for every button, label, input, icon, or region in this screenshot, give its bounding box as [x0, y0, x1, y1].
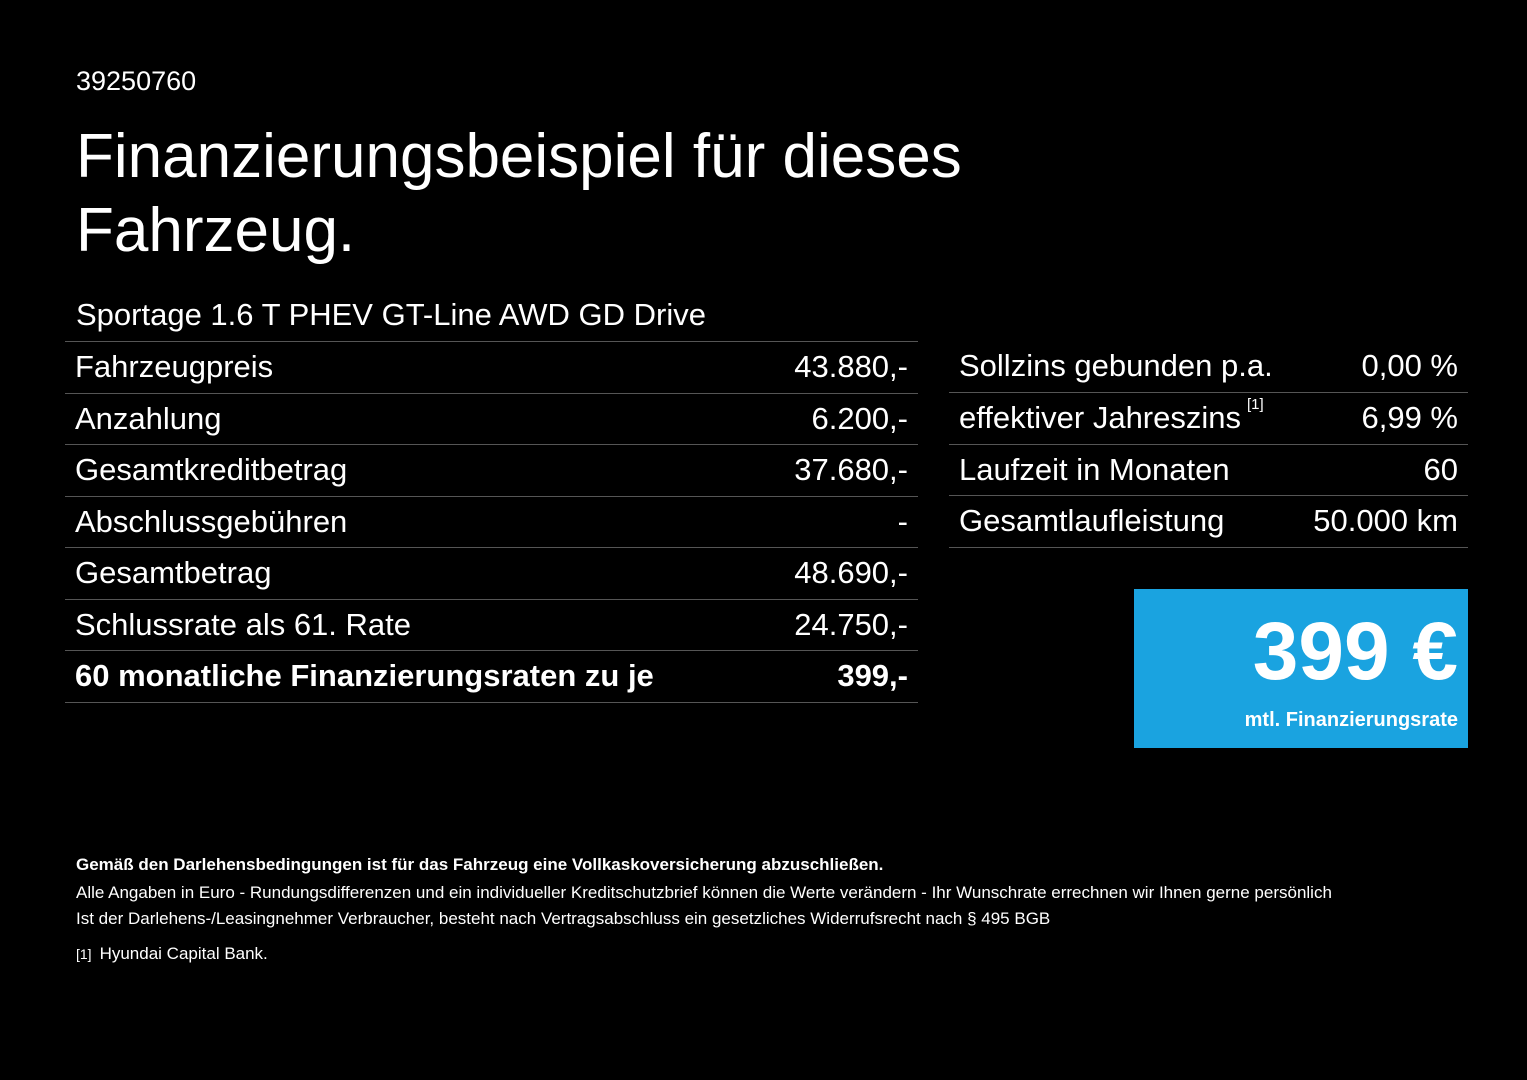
footnote: [1] Hyundai Capital Bank.	[76, 941, 1332, 967]
row-label: Fahrzeugpreis	[75, 349, 274, 385]
vehicle-model: Sportage 1.6 T PHEV GT-Line AWD GD Drive	[76, 297, 707, 332]
row-value: -	[897, 503, 908, 539]
row-label: Anzahlung	[75, 400, 222, 436]
row-label: effektiver Jahreszins	[959, 400, 1241, 436]
reference-number: 39250760	[76, 66, 197, 96]
row-value: 60	[1423, 451, 1458, 487]
row-label: Gesamtkreditbetrag	[75, 452, 348, 488]
table-row: Laufzeit in Monaten 60	[949, 443, 1468, 496]
page-title: Finanzierungsbeispiel für dieses Fahrzeu…	[76, 122, 962, 265]
row-label: Schlussrate als 61. Rate	[75, 606, 412, 642]
row-value: 6.200,-	[811, 400, 908, 436]
table-row: Anzahlung 6.200,-	[65, 392, 918, 445]
table-row: Fahrzeugpreis 43.880,-	[65, 341, 918, 393]
row-label: Laufzeit in Monaten	[959, 451, 1230, 487]
row-label: Gesamtbetrag	[75, 555, 272, 591]
table-row: Gesamtbetrag 48.690,-	[65, 547, 918, 599]
row-value: 50.000 km	[1313, 503, 1458, 539]
row-value: 399,-	[837, 658, 908, 694]
legal-footer: Gemäß den Darlehensbedingungen ist für d…	[76, 852, 1332, 967]
disclaimer-line: Alle Angaben in Euro - Rundungsdifferenz…	[76, 883, 1332, 902]
disclaimer-line: Ist der Darlehens-/Leasingnehmer Verbrau…	[76, 909, 1051, 928]
table-row: Abschlussgebühren -	[65, 495, 918, 548]
row-label: 60 monatliche Finanzierungsraten zu je	[75, 658, 654, 694]
row-value: 24.750,-	[794, 606, 908, 642]
table-row: effektiver Jahreszins [1] 6,99 %	[949, 392, 1468, 444]
row-label: Abschlussgebühren	[75, 503, 348, 539]
row-label: Gesamtlaufleistung	[959, 503, 1225, 539]
row-value: 6,99 %	[1361, 400, 1458, 436]
footnote-text: Hyundai Capital Bank.	[99, 944, 268, 963]
row-value: 48.690,-	[794, 555, 908, 591]
monthly-rate-badge: 399 € mtl. Finanzierungsrate	[1134, 589, 1468, 748]
row-value: 43.880,-	[794, 349, 908, 385]
insurance-note: Gemäß den Darlehensbedingungen ist für d…	[76, 855, 884, 874]
terms-table: Sollzins gebunden p.a. 0,00 % effektiver …	[949, 348, 1468, 548]
table-row: Sollzins gebunden p.a. 0,00 %	[949, 340, 1468, 392]
badge-caption: mtl. Finanzierungsrate	[1244, 709, 1458, 731]
financing-table: Fahrzeugpreis 43.880,- Anzahlung 6.200,- G…	[65, 341, 918, 703]
table-row: Schlussrate als 61. Rate 24.750,-	[65, 598, 918, 651]
row-label: Sollzins gebunden p.a.	[959, 348, 1273, 383]
footnote-marker: [1]	[76, 946, 92, 962]
row-value: 37.680,-	[794, 452, 908, 488]
table-row-monthly-rate: 60 monatliche Finanzierungsraten zu je 39…	[65, 650, 918, 703]
row-value: 0,00 %	[1361, 348, 1458, 383]
table-row: Gesamtlaufleistung 50.000 km	[949, 495, 1468, 548]
footnote-marker: [1]	[1247, 396, 1264, 414]
table-row: Gesamtkreditbetrag 37.680,-	[65, 444, 918, 496]
badge-amount: 399 €	[1252, 606, 1458, 697]
